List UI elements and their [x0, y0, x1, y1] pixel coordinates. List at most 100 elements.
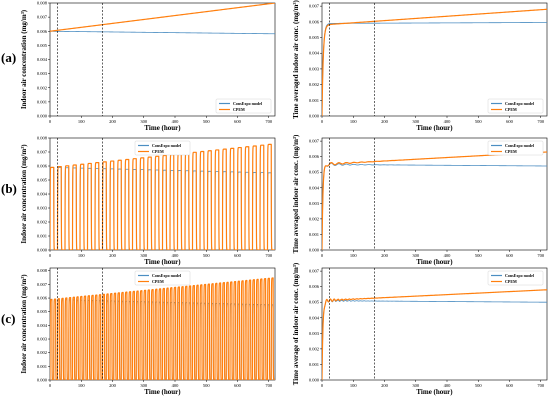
x-axis-title: Time (hour) [416, 258, 453, 266]
x-tick-label: 700 [265, 119, 273, 124]
y-tick-label: 0.006 [309, 284, 320, 289]
y-tick-label: 0.006 [309, 154, 320, 159]
y-tick-label: 0.005 [37, 309, 48, 314]
y-tick-label: 0.002 [37, 220, 47, 225]
x-tick-label: 500 [475, 119, 483, 124]
legend-label-consexpo: ConsExpo model [505, 273, 535, 278]
legend-label-cpem: CPEM [505, 107, 517, 112]
x-tick-label: 0 [49, 119, 52, 124]
y-tick-label: 0.005 [309, 35, 320, 40]
series-line-cpem [322, 8, 547, 116]
x-axis-title: Time (hour) [144, 258, 181, 266]
x-tick-label: 500 [203, 383, 211, 388]
y-tick-label: 0.007 [37, 282, 48, 287]
y-tick-label: 0.002 [309, 216, 319, 221]
plot-area [322, 268, 547, 380]
y-tick-label: 0.006 [37, 296, 48, 301]
y-tick-label: 0.004 [309, 315, 320, 320]
x-tick-label: 300 [140, 383, 148, 388]
y-tick-label: 0.000 [37, 248, 48, 253]
x-tick-label: 600 [234, 119, 242, 124]
plot-frame [49, 2, 276, 117]
legend-label-cpem: CPEM [233, 107, 245, 112]
x-tick-label: 200 [109, 253, 117, 258]
x-tick-label: 500 [203, 119, 211, 124]
y-tick-label: 0.000 [37, 114, 48, 119]
y-tick-label: 0.004 [309, 185, 320, 190]
y-tick-label: 0.001 [37, 364, 47, 369]
x-tick-label: 600 [234, 383, 242, 388]
x-tick-label: 100 [350, 383, 358, 388]
y-tick-label: 0.006 [309, 19, 320, 24]
y-tick-label: 0.001 [309, 98, 319, 103]
y-tick-label: 0.008 [37, 136, 48, 141]
legend-label-consexpo: ConsExpo model [233, 101, 263, 106]
x-axis-title: Time (hour) [144, 388, 181, 396]
x-tick-label: 500 [203, 253, 211, 258]
x-tick-label: 0 [321, 119, 324, 124]
y-tick-label: 0.003 [37, 71, 48, 76]
y-tick-label: 0.007 [37, 15, 48, 20]
chart-c-left: 0 100 200 300 400 500 600 700 0.000 0.001 0.002 0.0… [20, 267, 276, 396]
x-tick-label: 700 [265, 253, 273, 258]
legend-label-consexpo: ConsExpo model [152, 273, 182, 278]
legend-label-consexpo: ConsExpo model [505, 143, 535, 148]
x-tick-label: 700 [537, 383, 545, 388]
plots: 0 100 200 300 400 500 600 700 0.000 0.001 0.002 0.0… [20, 0, 548, 396]
y-tick-label: 0.004 [309, 51, 320, 56]
series-line-cpem [50, 3, 275, 32]
y-tick-label: 0.008 [37, 1, 48, 6]
x-tick-label: 200 [381, 383, 389, 388]
chart-a-left: 0 100 200 300 400 500 600 700 0.000 0.001 0.002 0.0… [20, 1, 276, 132]
y-tick-label: 0.006 [37, 164, 48, 169]
y-tick-label: 0.005 [309, 300, 320, 305]
plot-area [50, 138, 275, 250]
chart-b-right: 0 100 200 300 400 500 600 700 0.000 0.001 0.002 0.0… [292, 134, 548, 266]
y-axis-title: Indoor air concentration (mg/m³) [20, 144, 28, 244]
y-tick-label: 0.003 [309, 201, 320, 206]
x-tick-label: 200 [109, 119, 117, 124]
y-tick-label: 0.000 [309, 378, 320, 383]
plot-area [322, 3, 547, 116]
plot-area [50, 268, 275, 380]
x-tick-label: 0 [49, 253, 52, 258]
chart-b-left: 0 100 200 300 400 500 600 700 0.000 0.001 0.002 0.0… [20, 136, 276, 266]
y-tick-label: 0.005 [37, 178, 48, 183]
legend-label-cpem: CPEM [152, 279, 164, 284]
x-tick-label: 600 [234, 253, 242, 258]
y-tick-label: 0.004 [37, 192, 48, 197]
x-axis-title: Time (hour) [416, 124, 453, 132]
plot-frame [321, 267, 548, 381]
y-tick-label: 0.005 [309, 170, 320, 175]
x-tick-label: 0 [49, 383, 52, 388]
y-axis-title: Indoor air concentration (mg/m³) [20, 9, 28, 109]
y-tick-label: 0.001 [37, 99, 47, 104]
x-tick-label: 400 [444, 119, 452, 124]
y-tick-label: 0.002 [37, 85, 47, 90]
x-tick-label: 400 [444, 383, 452, 388]
x-tick-label: 700 [265, 383, 273, 388]
x-tick-label: 400 [172, 119, 180, 124]
x-tick-label: 500 [475, 253, 483, 258]
y-axis-title: Indoor air concentration (mg/m³) [20, 274, 28, 374]
x-tick-label: 100 [78, 383, 86, 388]
x-tick-label: 300 [412, 383, 420, 388]
x-tick-label: 700 [537, 253, 545, 258]
chart-c-right: 0 100 200 300 400 500 600 700 0.000 0.001 0.002 0.0… [292, 262, 548, 396]
series-line-consexpo [50, 30, 275, 35]
x-tick-label: 200 [381, 253, 389, 258]
y-tick-label: 0.003 [309, 66, 320, 71]
y-axis-title: Time averaged indoor air conc. (mg/m³) [292, 0, 300, 119]
x-tick-label: 300 [412, 119, 420, 124]
y-tick-label: 0.007 [37, 150, 48, 155]
x-tick-label: 500 [475, 383, 483, 388]
y-tick-label: 0.002 [37, 350, 47, 355]
x-tick-label: 400 [444, 253, 452, 258]
y-axis-title: Time average of indoor air conc. (mg/m³) [292, 262, 300, 385]
y-tick-label: 0.002 [309, 346, 319, 351]
x-tick-label: 200 [381, 119, 389, 124]
chart-a-right: 0 100 200 300 400 500 600 700 0.000 0.001 0.002 0.0… [292, 0, 548, 132]
